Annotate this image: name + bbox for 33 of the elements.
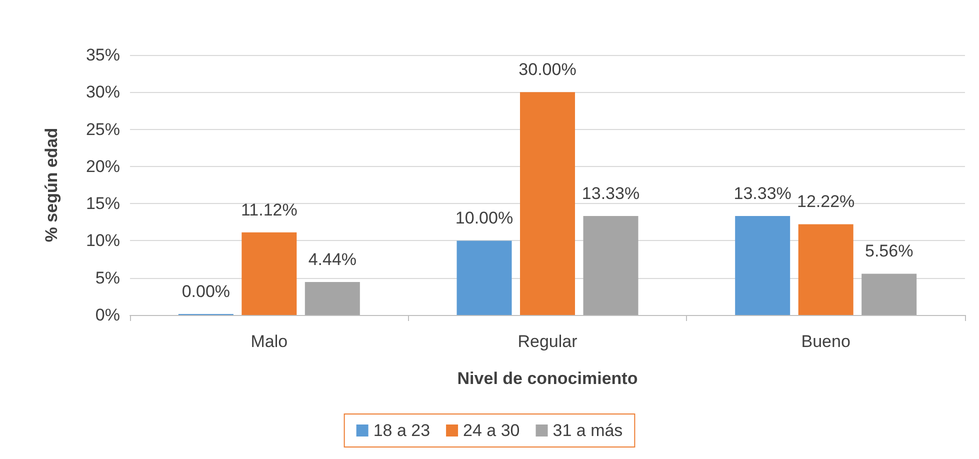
y-tick-label: 35% bbox=[86, 46, 120, 64]
bar bbox=[862, 274, 917, 315]
bar bbox=[798, 224, 854, 315]
data-label: 30.00% bbox=[518, 60, 576, 80]
y-tick-label: 10% bbox=[86, 231, 120, 250]
x-axis-title: Nivel de conocimiento bbox=[457, 369, 638, 388]
x-tick-label: Bueno bbox=[801, 332, 850, 351]
y-tick-label: 30% bbox=[86, 82, 120, 102]
y-tick-label: 15% bbox=[86, 194, 120, 214]
bar bbox=[583, 216, 638, 315]
data-label: 4.44% bbox=[308, 250, 357, 270]
x-tick-label: Malo bbox=[250, 332, 288, 351]
bar bbox=[304, 282, 360, 315]
data-label: 13.33% bbox=[734, 184, 792, 203]
legend-label: 31 a más bbox=[552, 421, 623, 440]
data-label: 5.56% bbox=[864, 242, 914, 261]
legend-label: 18 a 23 bbox=[373, 421, 430, 440]
y-tick-label: 5% bbox=[95, 268, 120, 288]
data-label: 13.33% bbox=[582, 184, 640, 203]
data-label: 10.00% bbox=[455, 208, 514, 228]
data-label: 11.12% bbox=[240, 200, 298, 220]
bar bbox=[735, 216, 790, 315]
x-tick-label: Regular bbox=[518, 332, 578, 351]
bar bbox=[456, 240, 512, 315]
y-tick-label: 20% bbox=[86, 156, 120, 176]
y-axis-title: % según edad bbox=[42, 128, 61, 242]
y-tick-label: 0% bbox=[95, 306, 120, 324]
data-label: 0.00% bbox=[182, 282, 230, 301]
y-tick-label: 25% bbox=[86, 120, 120, 139]
data-label: 12.22% bbox=[796, 192, 855, 212]
legend-label: 24 a 30 bbox=[463, 421, 520, 440]
bar bbox=[242, 232, 297, 315]
bar bbox=[520, 92, 575, 315]
